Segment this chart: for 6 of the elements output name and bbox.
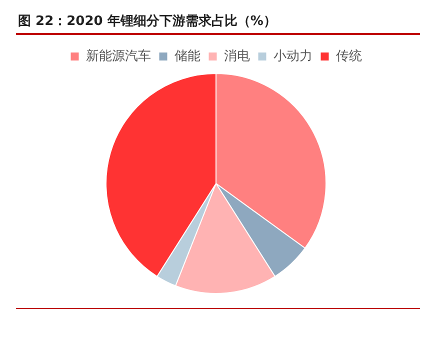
legend-label: 消电 bbox=[224, 48, 250, 64]
legend-label: 储能 bbox=[174, 48, 200, 64]
legend-label: 传统 bbox=[336, 48, 362, 64]
legend-label: 小动力 bbox=[273, 48, 312, 64]
chart-title: 图 22：2020 年锂细分下游需求占比（%） bbox=[18, 13, 276, 30]
legend-label: 新能源汽车 bbox=[86, 48, 151, 64]
